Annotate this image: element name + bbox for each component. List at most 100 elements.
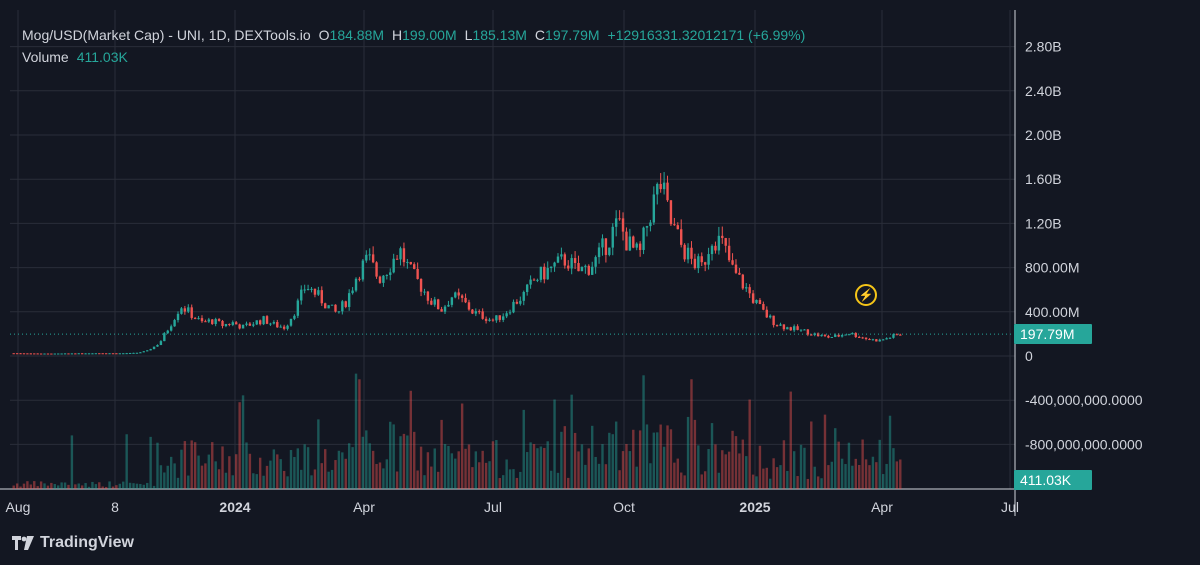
candle-body bbox=[858, 336, 861, 338]
volume-bar bbox=[601, 444, 604, 489]
candle-body bbox=[337, 311, 341, 313]
volume-bar bbox=[306, 447, 310, 489]
volume-bar bbox=[789, 391, 792, 489]
volume-bar bbox=[149, 436, 152, 489]
price-axis-label: 1.60B bbox=[1025, 171, 1062, 187]
candle-body bbox=[317, 290, 320, 295]
volume-bar bbox=[217, 469, 221, 489]
candle-body bbox=[197, 318, 200, 320]
time-axis-label: Aug bbox=[6, 499, 31, 515]
symbol-title[interactable]: Mog/USD(Market Cap) bbox=[22, 27, 165, 43]
volume-bar bbox=[317, 419, 320, 489]
candle-body bbox=[652, 194, 656, 223]
tradingview-logo[interactable]: TradingView bbox=[12, 534, 134, 552]
candle-body bbox=[669, 200, 673, 225]
candle-body bbox=[94, 353, 98, 355]
candle-body bbox=[419, 278, 423, 292]
candle-body bbox=[731, 260, 734, 265]
volume-bar bbox=[806, 478, 810, 489]
candle-body bbox=[180, 308, 183, 314]
candle-body bbox=[625, 231, 628, 251]
price-chart[interactable]: 2.80B 2.40B 2.00B 1.60B 1.20B 800.00M 400.00M 0… bbox=[0, 0, 1200, 516]
volume-bar bbox=[532, 444, 536, 489]
candle-body bbox=[320, 290, 323, 304]
candle-body bbox=[282, 326, 286, 329]
volume-bar bbox=[525, 452, 529, 489]
volume-bar bbox=[594, 456, 597, 489]
candle-body bbox=[173, 320, 176, 327]
volume-bar bbox=[652, 432, 656, 489]
candle-body bbox=[710, 245, 714, 255]
candle-body bbox=[502, 316, 505, 320]
volume-bar bbox=[556, 472, 560, 489]
candle-body bbox=[570, 258, 573, 269]
volume-bar bbox=[498, 478, 501, 489]
candle-body bbox=[881, 339, 885, 341]
volume-bar bbox=[755, 476, 758, 489]
volume-bar bbox=[419, 446, 423, 489]
volume-bar bbox=[638, 430, 642, 489]
volume-bar bbox=[77, 483, 80, 489]
candle-body bbox=[587, 265, 590, 275]
candle-body bbox=[460, 295, 464, 298]
candle-body bbox=[324, 303, 327, 309]
candle-body bbox=[46, 353, 50, 355]
volume-bar bbox=[255, 474, 258, 489]
volume-bar bbox=[416, 470, 419, 489]
volume-bar bbox=[502, 475, 505, 489]
volume-bar bbox=[748, 399, 751, 489]
volume-bar bbox=[823, 414, 827, 489]
candle-body bbox=[245, 323, 248, 325]
candle-body bbox=[128, 353, 132, 355]
volume-bar bbox=[12, 485, 15, 489]
candle-body bbox=[15, 353, 19, 355]
volume-bar bbox=[101, 486, 104, 489]
volume-bar bbox=[128, 482, 132, 489]
candle-body bbox=[224, 324, 228, 327]
volume-bar bbox=[734, 436, 738, 489]
candle-body bbox=[358, 278, 361, 280]
candle-body bbox=[139, 352, 142, 354]
volume-bar bbox=[15, 483, 19, 489]
candle-body bbox=[87, 353, 91, 355]
candle-body bbox=[433, 299, 436, 305]
lightning-event-icon[interactable]: ⚡ bbox=[855, 284, 877, 306]
candle-body bbox=[57, 353, 60, 355]
tradingview-logo-icon bbox=[12, 536, 34, 550]
volume-bar bbox=[211, 442, 214, 489]
candle-body bbox=[53, 353, 56, 355]
volume-bar bbox=[549, 470, 553, 489]
volume-bar bbox=[844, 464, 847, 489]
candle-body bbox=[789, 327, 792, 331]
candle-body bbox=[834, 334, 837, 337]
volume-bar bbox=[491, 441, 495, 489]
volume-bar bbox=[834, 428, 837, 489]
volume-bar bbox=[539, 446, 543, 489]
volume-bar bbox=[327, 471, 330, 489]
volume-bar bbox=[19, 486, 22, 489]
volume-bar bbox=[371, 450, 375, 489]
candle-body bbox=[344, 301, 347, 307]
candle-body bbox=[416, 268, 419, 279]
volume-bar bbox=[341, 452, 344, 489]
candle-body bbox=[484, 318, 488, 321]
volume-bar bbox=[505, 459, 508, 489]
volume-bar bbox=[365, 430, 368, 489]
volume-bar bbox=[881, 474, 885, 489]
volume-bar bbox=[614, 421, 618, 489]
candle-body bbox=[146, 350, 149, 352]
candle-body bbox=[443, 306, 447, 312]
candle-body bbox=[772, 315, 775, 326]
candle-body bbox=[211, 319, 214, 324]
candle-body bbox=[221, 320, 224, 327]
volume-bar bbox=[553, 399, 556, 489]
volume-bar bbox=[645, 424, 649, 489]
candle-body bbox=[703, 262, 707, 265]
candle-body bbox=[861, 337, 864, 339]
volume-bar bbox=[70, 435, 74, 489]
candle-body bbox=[115, 353, 118, 355]
candle-body bbox=[748, 287, 751, 294]
candle-body bbox=[693, 258, 697, 269]
volume-bar bbox=[464, 448, 467, 489]
volume-bar bbox=[60, 482, 63, 489]
